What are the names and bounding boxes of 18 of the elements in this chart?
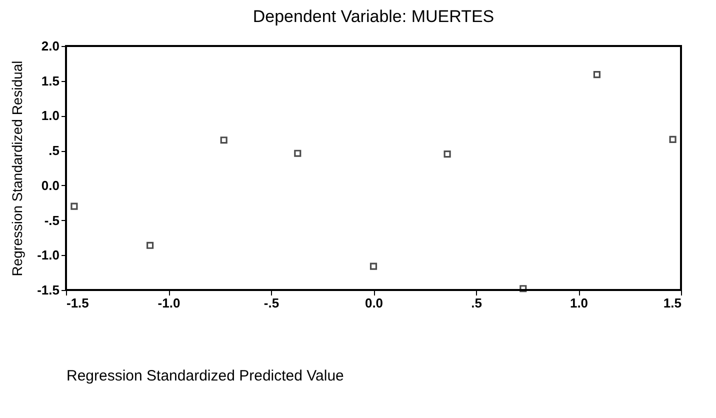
y-tick-label: 1.0 xyxy=(41,108,60,124)
x-axis-title: Regression Standardized Predicted Value xyxy=(66,368,344,384)
x-tick-label: 0.0 xyxy=(364,296,384,310)
y-axis-title: Regression Standardized Residual xyxy=(9,60,26,276)
x-tick-label: .5 xyxy=(471,296,482,310)
y-tick-label: -1.5 xyxy=(37,282,60,298)
x-tick-label: 1.5 xyxy=(663,296,682,310)
chart-title: Dependent Variable: MUERTES xyxy=(252,7,494,26)
x-tick-label: 1.0 xyxy=(570,296,588,310)
y-tick-label: 0.0 xyxy=(41,178,60,193)
y-tick-label: .5 xyxy=(48,143,60,158)
y-tick-label: -.5 xyxy=(44,212,60,228)
y-tick-label: 1.5 xyxy=(41,73,60,88)
x-tick-label: -1.0 xyxy=(158,296,180,310)
y-tick-label: 2.0 xyxy=(41,38,60,54)
y-tick-label: -1.0 xyxy=(37,248,60,263)
x-tick-label: -.5 xyxy=(264,296,280,310)
x-tick-label: -1.5 xyxy=(66,296,89,310)
